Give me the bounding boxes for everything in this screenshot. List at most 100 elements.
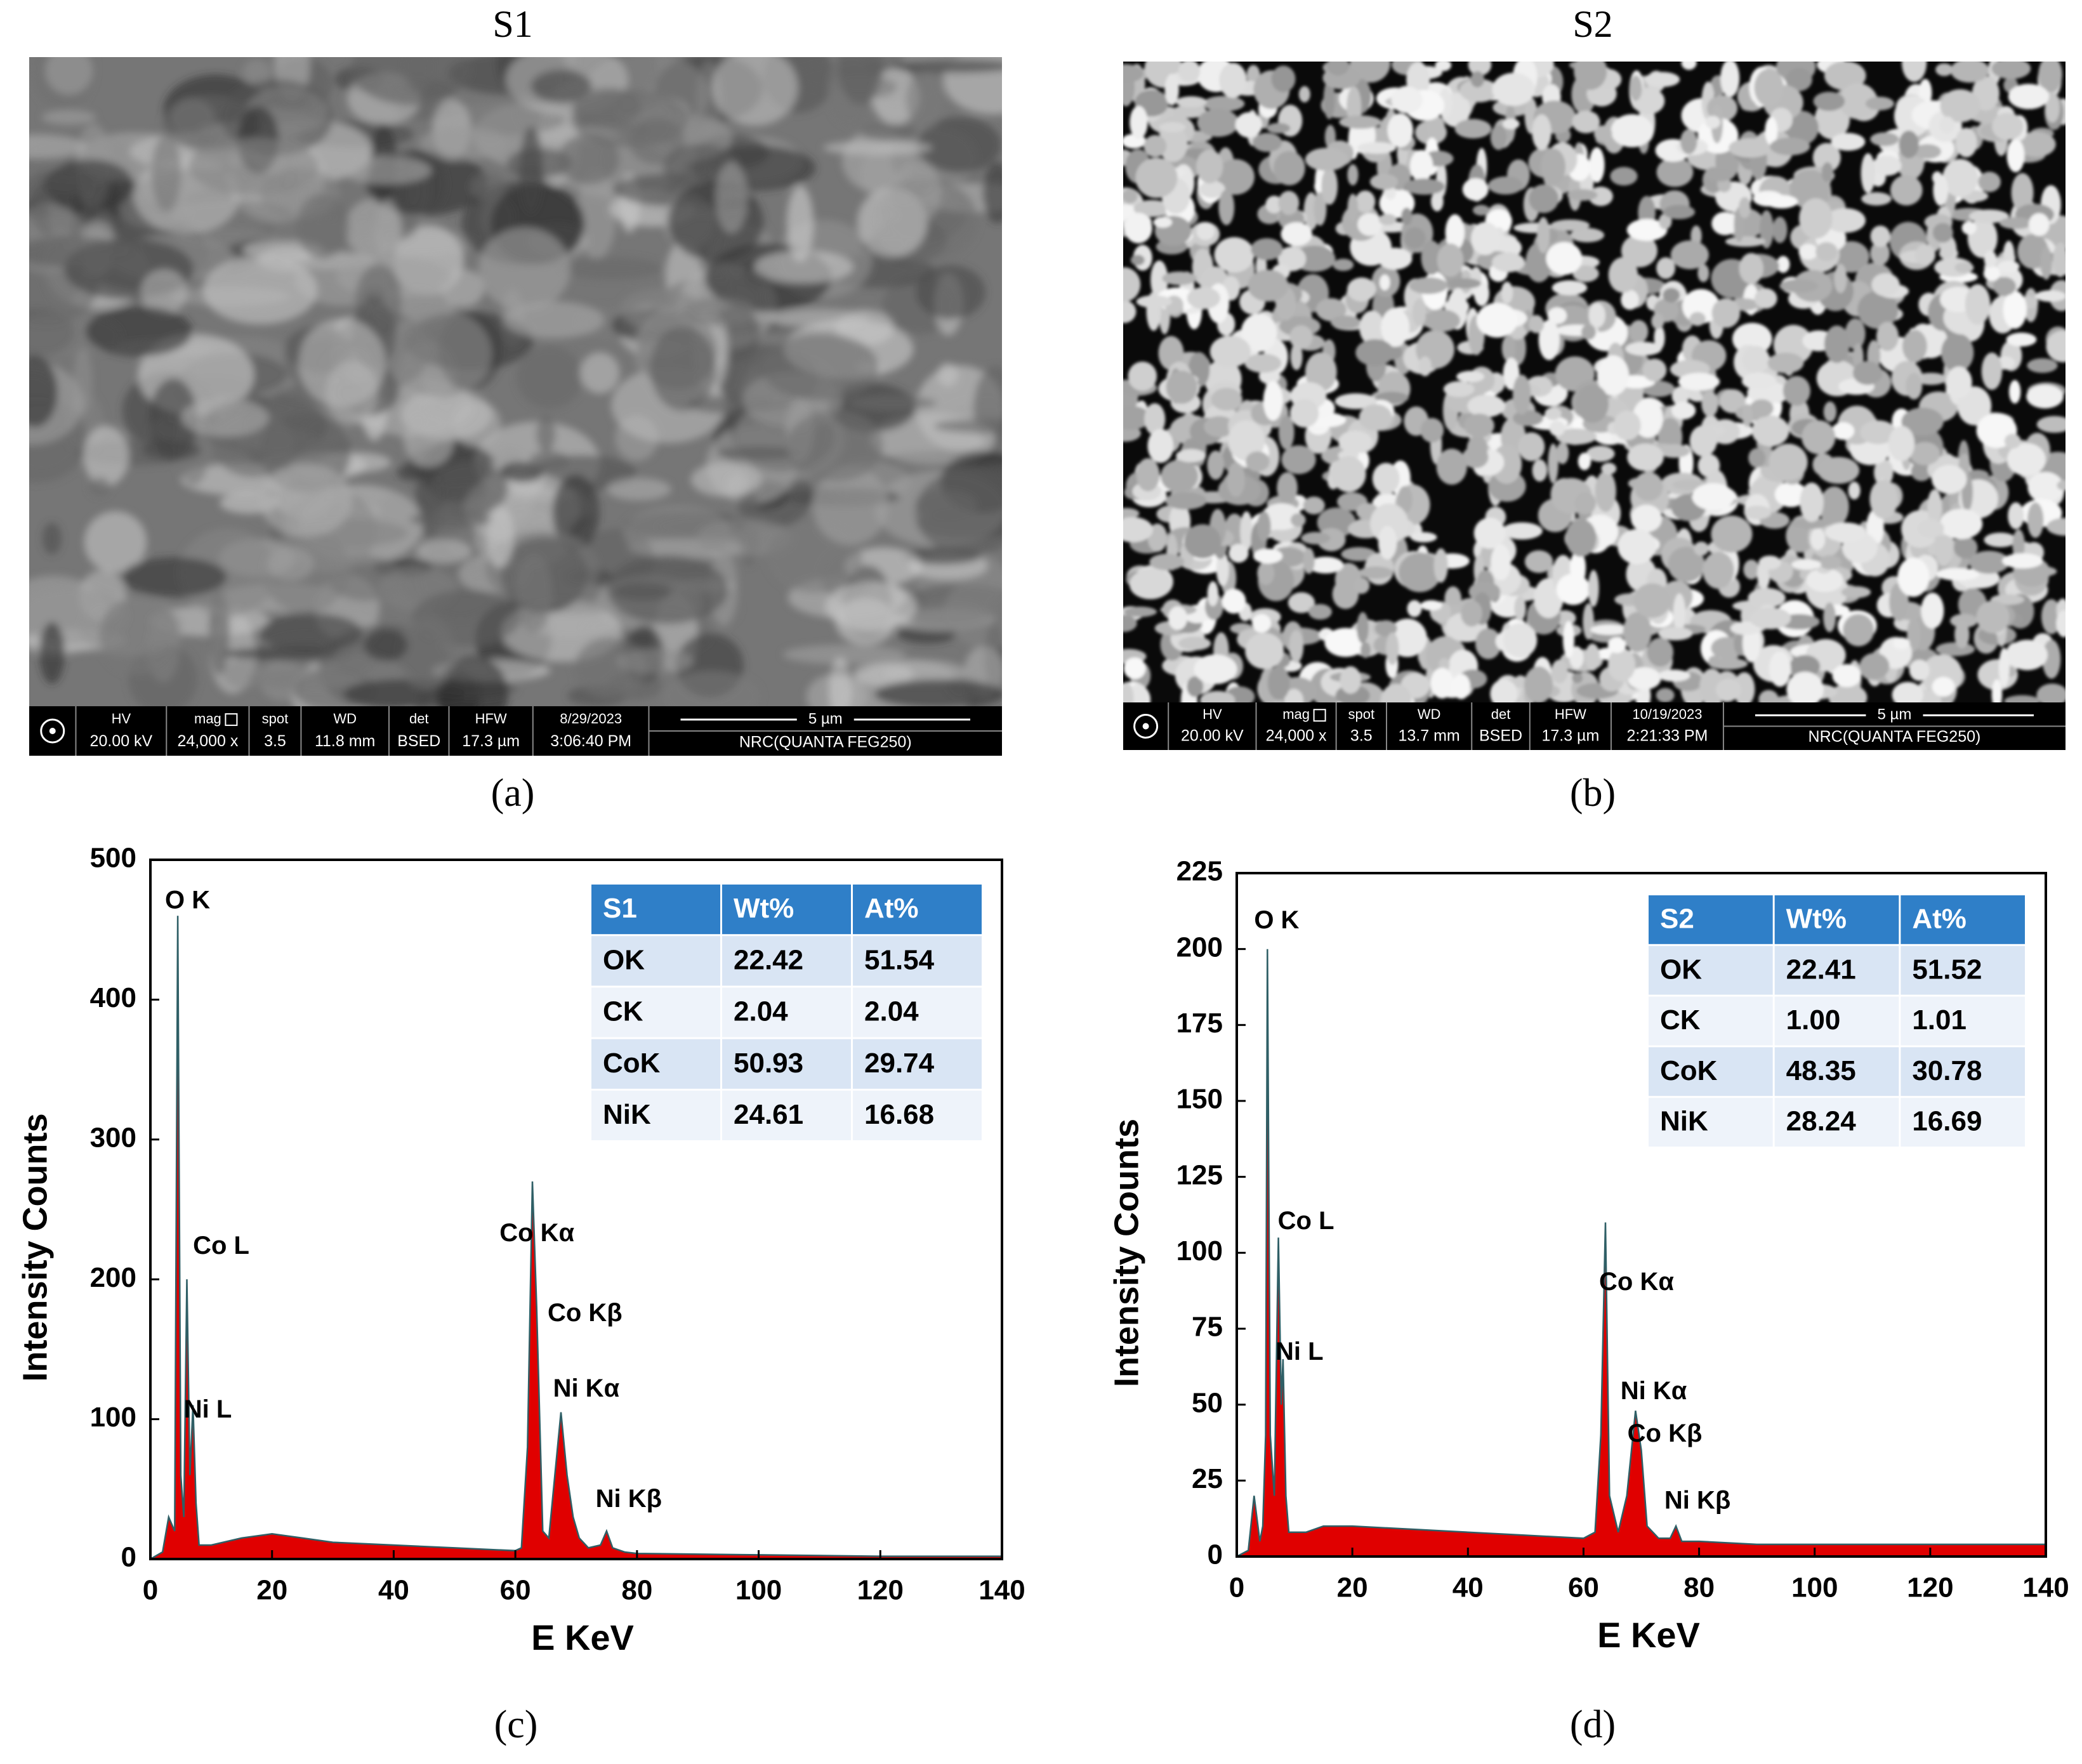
particle bbox=[1409, 150, 1433, 182]
texture-blob bbox=[860, 124, 919, 142]
particle bbox=[1464, 413, 1494, 438]
particle bbox=[1848, 482, 1861, 500]
particle bbox=[1824, 325, 1850, 364]
particle bbox=[1331, 456, 1366, 492]
particle bbox=[1135, 157, 1178, 199]
particle bbox=[1257, 561, 1275, 585]
particle bbox=[1222, 588, 1246, 614]
texture-blob bbox=[560, 257, 662, 280]
texture-blob bbox=[874, 679, 1002, 706]
particle bbox=[1872, 155, 1902, 176]
particle bbox=[1588, 303, 1606, 328]
particle bbox=[1314, 192, 1327, 226]
particle bbox=[2028, 213, 2050, 237]
particle bbox=[1378, 247, 1413, 270]
texture-blob bbox=[42, 522, 62, 555]
particle bbox=[1359, 310, 1385, 345]
particle bbox=[1251, 238, 1283, 261]
particle bbox=[1490, 679, 1518, 702]
particle bbox=[1200, 690, 1235, 702]
table-cell bbox=[722, 1039, 851, 1089]
particle bbox=[1758, 555, 1781, 570]
instrument: NRC(QUANTA FEG250) bbox=[739, 733, 912, 751]
particle bbox=[1339, 115, 1381, 129]
particle bbox=[1199, 180, 1225, 199]
particle bbox=[1251, 614, 1272, 633]
particle bbox=[1548, 443, 1558, 484]
texture-blob bbox=[242, 58, 271, 85]
particle bbox=[1749, 399, 1774, 418]
sem-image bbox=[1123, 62, 2066, 702]
table-cell-text: 2.04 bbox=[734, 996, 788, 1027]
particle bbox=[1708, 655, 1721, 668]
table-cell-text: 1.00 bbox=[1786, 1004, 1841, 1036]
particle bbox=[1305, 148, 1348, 171]
particle bbox=[1547, 307, 1567, 324]
texture-blob bbox=[754, 250, 853, 284]
texture-blob bbox=[41, 110, 96, 125]
particle bbox=[1697, 264, 1710, 282]
x-axis-title: E KeV bbox=[1597, 1615, 1700, 1655]
particle bbox=[1289, 398, 1319, 428]
particle bbox=[1123, 606, 1157, 617]
particle bbox=[1466, 435, 1488, 463]
particle bbox=[1524, 550, 1553, 573]
y-tick-label: 25 bbox=[1192, 1463, 1223, 1494]
particle bbox=[1252, 133, 1282, 152]
particle bbox=[1541, 148, 1566, 186]
particle bbox=[1439, 657, 1450, 671]
y-tick-label: 175 bbox=[1176, 1008, 1223, 1039]
particle bbox=[1256, 511, 1271, 543]
particle bbox=[1857, 291, 1899, 329]
x-tick-label: 140 bbox=[978, 1575, 1025, 1606]
particle bbox=[1194, 654, 1237, 685]
particle bbox=[1578, 452, 1591, 471]
y-tick-label: 50 bbox=[1192, 1387, 1223, 1418]
particle bbox=[1798, 244, 1818, 260]
particle bbox=[1831, 133, 1866, 151]
particle bbox=[1976, 600, 2010, 633]
particle bbox=[1214, 237, 1255, 273]
texture-blob bbox=[486, 506, 514, 569]
plot-frame bbox=[149, 859, 1003, 1560]
particle bbox=[1901, 407, 1944, 436]
particle bbox=[1769, 651, 1791, 687]
particle bbox=[1999, 217, 2033, 229]
particle bbox=[1917, 519, 1944, 538]
particle bbox=[1656, 257, 1675, 279]
particle bbox=[1583, 603, 1594, 640]
particle bbox=[1954, 262, 1974, 273]
particle bbox=[1692, 483, 1735, 511]
particle bbox=[1437, 243, 1464, 277]
particle bbox=[1800, 482, 1824, 522]
particle bbox=[2042, 640, 2061, 679]
particle bbox=[1262, 503, 1301, 530]
particle bbox=[1983, 266, 2001, 282]
particle bbox=[1626, 218, 1668, 241]
particle bbox=[1810, 528, 1826, 551]
texture-blob bbox=[409, 511, 494, 527]
texture-blob bbox=[530, 69, 592, 103]
info-label: HFW bbox=[1555, 706, 1586, 722]
particle bbox=[1146, 291, 1161, 331]
particle bbox=[1378, 525, 1397, 560]
particle bbox=[1492, 72, 1536, 106]
particle bbox=[1581, 324, 1596, 340]
particle bbox=[1902, 62, 1927, 82]
peak-label: Ni L bbox=[1275, 1338, 1324, 1366]
particle bbox=[2036, 683, 2066, 702]
particle bbox=[1374, 620, 1397, 637]
info-value: 17.3 µm bbox=[462, 732, 520, 750]
particle bbox=[1550, 219, 1590, 232]
particle bbox=[1719, 389, 1746, 414]
particle bbox=[1357, 142, 1397, 154]
particle bbox=[2004, 695, 2041, 702]
particle bbox=[1968, 551, 2010, 574]
particle bbox=[1831, 422, 1855, 440]
particle bbox=[1671, 401, 1696, 420]
x-tick-label: 60 bbox=[500, 1575, 531, 1606]
peak-label: O K bbox=[165, 886, 210, 914]
particle bbox=[1588, 187, 1613, 206]
particle bbox=[1524, 666, 1553, 702]
particle bbox=[1978, 171, 2001, 192]
